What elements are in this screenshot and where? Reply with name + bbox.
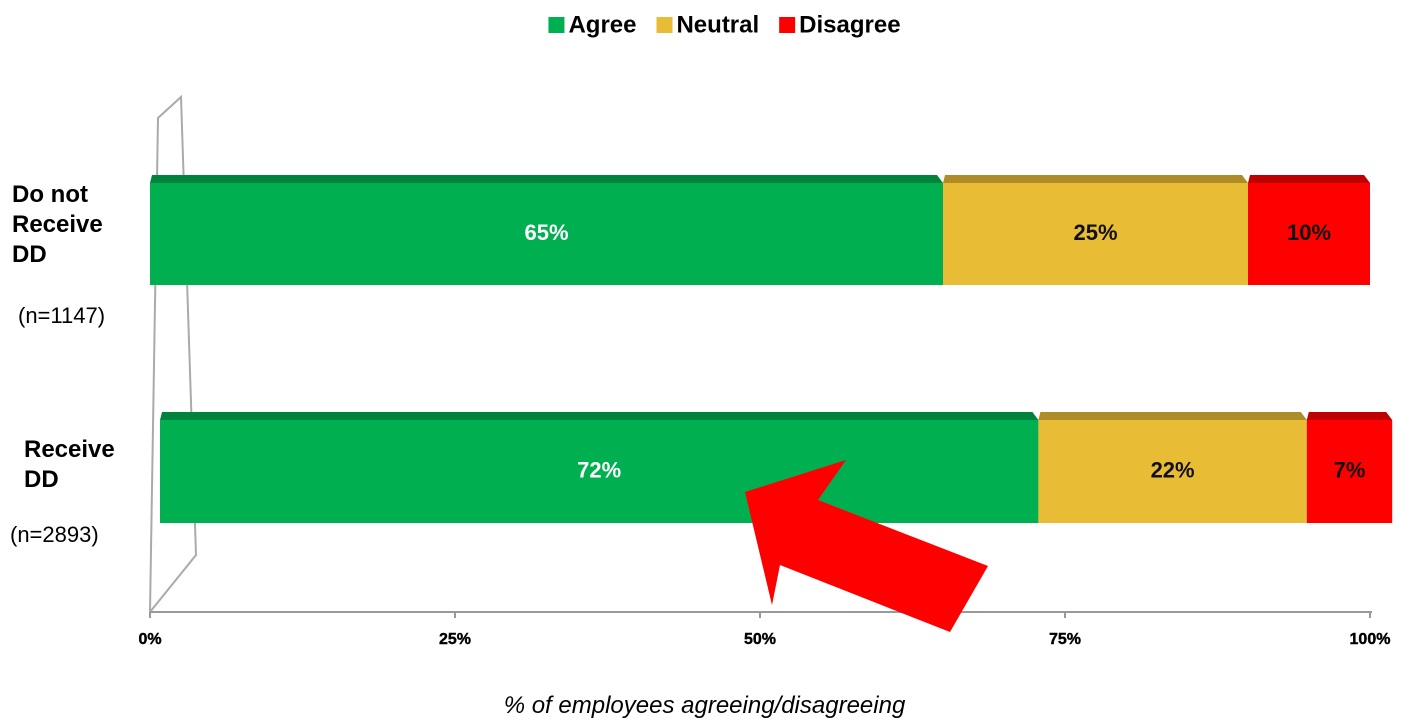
bar-top-face	[1038, 412, 1307, 420]
bar-segment	[1038, 420, 1307, 523]
legend-label: Neutral	[676, 11, 759, 38]
bar-top-face	[1248, 175, 1370, 183]
bar-top-face	[943, 175, 1248, 183]
legend-label: Agree	[568, 11, 636, 38]
x-tick-label: 50%	[744, 631, 776, 648]
category-note: (n=2893)	[10, 522, 99, 547]
legend-label: Disagree	[799, 11, 900, 38]
bar-top-face	[1306, 412, 1393, 420]
legend: Agree Neutral Disagree	[548, 11, 901, 38]
data-label: 65%	[524, 220, 568, 245]
category-label: Do not Receive DD	[12, 181, 103, 268]
data-label: 22%	[1151, 457, 1195, 482]
legend-swatch	[656, 17, 673, 33]
x-tick-label: 75%	[1049, 631, 1081, 648]
data-label: 72%	[577, 457, 621, 482]
x-axis-label: % of employees agreeing/disagreeing	[503, 692, 906, 719]
data-label: 10%	[1287, 220, 1331, 245]
bar-top-face	[160, 412, 1039, 420]
bar-segment	[1248, 183, 1370, 285]
plot-area: 0% 25% 50% 75% 100% 65% 25% 10% 72% 22% 7%	[138, 175, 1393, 648]
bar-segment	[1306, 420, 1393, 523]
legend-swatch	[548, 17, 565, 33]
bar-segment	[150, 183, 943, 285]
data-label: 25%	[1073, 220, 1117, 245]
legend-swatch	[779, 17, 796, 33]
category-note: (n=1147)	[18, 303, 106, 328]
x-tick-label: 100%	[1350, 631, 1391, 648]
bar-segment	[943, 183, 1248, 285]
data-label: 7%	[1334, 457, 1366, 482]
bar-segment	[160, 420, 1039, 523]
bar-top-face	[150, 175, 943, 183]
x-tick-label: 0%	[138, 631, 161, 648]
x-tick-label: 25%	[439, 631, 471, 648]
category-label: Receive DD	[24, 436, 115, 493]
arrow	[745, 460, 988, 632]
